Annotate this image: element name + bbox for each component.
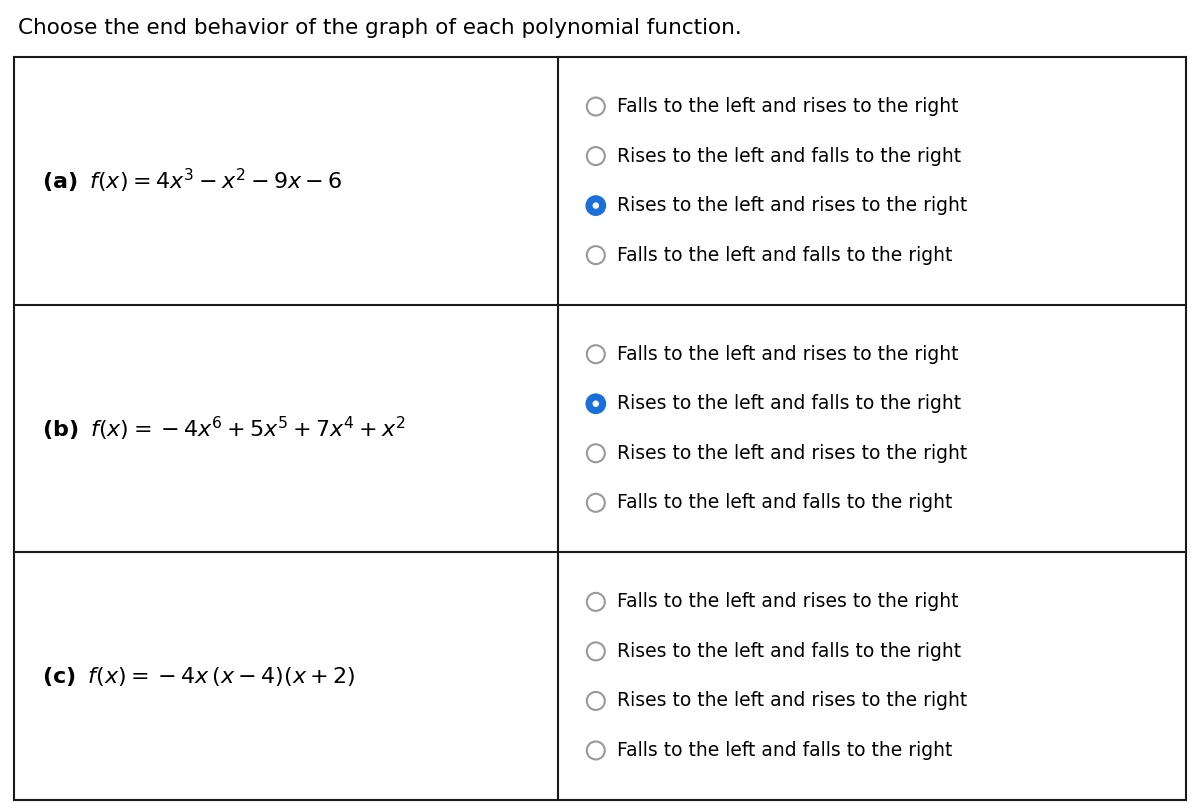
Circle shape [587,444,605,462]
Circle shape [587,742,605,760]
Circle shape [587,246,605,264]
Text: Choose the end behavior of the graph of each polynomial function.: Choose the end behavior of the graph of … [18,18,742,38]
Text: Rises to the left and falls to the right: Rises to the left and falls to the right [617,642,961,661]
Text: $\mathbf{(a)}\;\; f(x) = 4x^3 - x^2 - 9x - 6$: $\mathbf{(a)}\;\; f(x) = 4x^3 - x^2 - 9x… [42,167,342,195]
Text: Rises to the left and rises to the right: Rises to the left and rises to the right [617,444,967,463]
Circle shape [587,593,605,611]
Circle shape [587,493,605,512]
Circle shape [587,642,605,660]
Text: Falls to the left and rises to the right: Falls to the left and rises to the right [617,97,959,116]
Text: $\mathbf{(b)}\;\; f(x) = -4x^6 + 5x^5 + 7x^4 + x^2$: $\mathbf{(b)}\;\; f(x) = -4x^6 + 5x^5 + … [42,414,406,443]
Text: $\mathbf{(c)}\;\; f(x) = -4x\,(x - 4)(x + 2)$: $\mathbf{(c)}\;\; f(x) = -4x\,(x - 4)(x … [42,665,355,688]
Text: Falls to the left and rises to the right: Falls to the left and rises to the right [617,592,959,612]
Text: Rises to the left and falls to the right: Rises to the left and falls to the right [617,394,961,413]
Text: Falls to the left and falls to the right: Falls to the left and falls to the right [617,493,952,512]
Circle shape [587,197,605,214]
Circle shape [587,692,605,710]
Text: Rises to the left and rises to the right: Rises to the left and rises to the right [617,692,967,710]
Text: Rises to the left and falls to the right: Rises to the left and falls to the right [617,146,961,166]
Circle shape [587,147,605,165]
Text: Rises to the left and rises to the right: Rises to the left and rises to the right [617,196,967,215]
Circle shape [587,98,605,116]
Circle shape [587,395,605,413]
Text: Falls to the left and falls to the right: Falls to the left and falls to the right [617,246,952,265]
Circle shape [587,345,605,363]
Circle shape [593,400,599,407]
Text: Falls to the left and rises to the right: Falls to the left and rises to the right [617,345,959,364]
Circle shape [593,202,599,209]
Text: Falls to the left and falls to the right: Falls to the left and falls to the right [617,741,952,760]
